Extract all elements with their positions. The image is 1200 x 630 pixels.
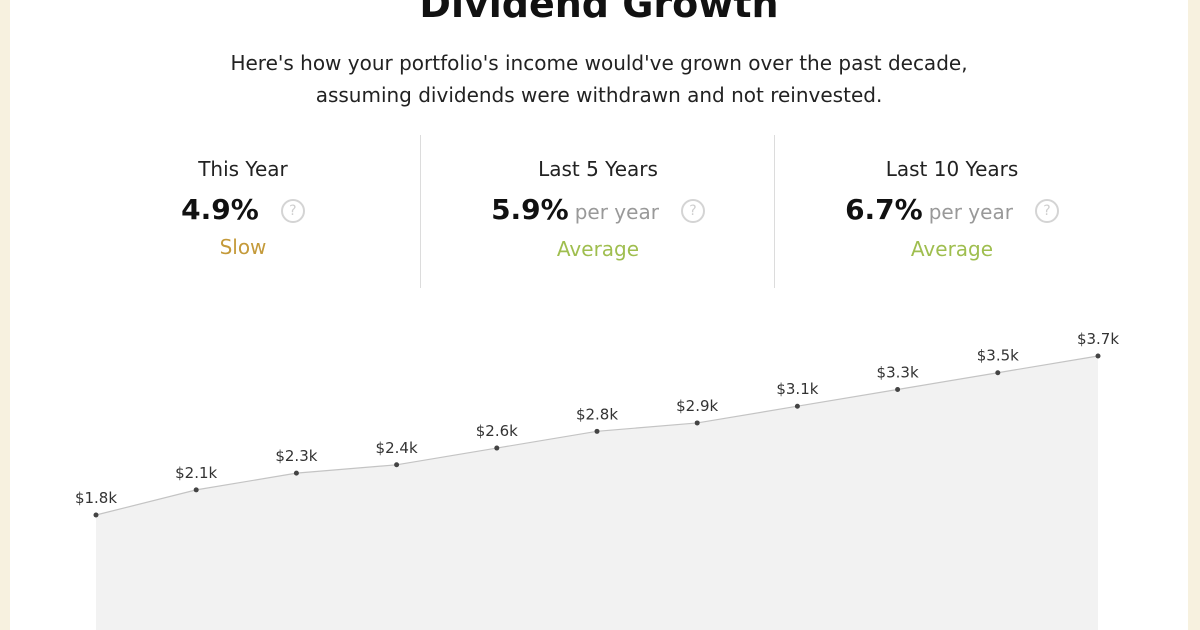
page-title: Dividend Growth xyxy=(419,0,779,26)
data-label: $3.7k xyxy=(1077,330,1119,348)
dividend-income-chart: $1.8k $2.1k $2.3k $2.4k $2.6k $2.8k $2.9k $3.1k… xyxy=(75,330,1119,630)
question-circle-icon[interactable]: ? xyxy=(680,199,705,223)
stat-value-row: 6.7% per year? xyxy=(775,193,1129,226)
stat-value: 5.9% xyxy=(491,193,569,226)
data-point xyxy=(293,470,299,476)
page-subtitle: Here's how your portfolio's income would… xyxy=(10,47,1188,111)
stat-value-row: 5.9% per year? xyxy=(421,193,775,226)
stat-this-year: This Year 4.9%? Slow xyxy=(66,135,420,288)
data-point xyxy=(995,370,1001,376)
data-label: $3.5k xyxy=(977,347,1019,365)
question-circle-icon[interactable]: ? xyxy=(1034,199,1059,223)
data-point xyxy=(193,487,199,493)
stat-label: This Year xyxy=(198,157,288,181)
data-point xyxy=(494,445,500,451)
data-point xyxy=(895,386,901,392)
stat-last-5-years: Last 5 Years 5.9% per year? Average xyxy=(420,135,775,288)
subtitle-line-1: Here's how your portfolio's income would… xyxy=(230,51,968,75)
question-circle-icon[interactable]: ? xyxy=(280,199,305,223)
stat-value: 6.7% xyxy=(845,193,923,226)
data-label: $2.3k xyxy=(275,447,317,465)
stat-rating: Slow xyxy=(219,235,267,259)
data-label: $3.1k xyxy=(776,380,818,398)
data-label: $2.4k xyxy=(376,439,418,457)
stat-value: 4.9% xyxy=(181,193,259,226)
stat-rating: Average xyxy=(910,237,994,261)
data-label: $2.6k xyxy=(476,422,518,440)
stat-rating: Average xyxy=(556,237,640,261)
data-point xyxy=(93,512,99,518)
data-label: $2.1k xyxy=(175,464,217,482)
data-point xyxy=(794,403,800,409)
data-point xyxy=(394,462,400,468)
stat-unit: per year xyxy=(574,200,659,224)
data-point xyxy=(694,420,700,426)
stat-label: Last 5 Years xyxy=(538,157,658,181)
data-label: $2.9k xyxy=(676,397,718,415)
stat-last-10-years: Last 10 Years 6.7% per year? Average xyxy=(774,135,1129,288)
dividend-growth-card: Dividend Growth Here's how your portfoli… xyxy=(10,0,1188,630)
stat-unit: per year xyxy=(928,200,1013,224)
data-label: $3.3k xyxy=(877,363,919,381)
stat-label: Last 10 Years xyxy=(885,157,1019,181)
growth-stats: This Year 4.9%? Slow Last 5 Years 5.9% pe… xyxy=(10,135,1188,288)
data-label: $1.8k xyxy=(75,489,117,507)
data-point xyxy=(1095,353,1101,359)
stat-value-row: 4.9%? xyxy=(66,193,420,226)
data-point xyxy=(594,428,600,434)
data-label: $2.8k xyxy=(576,405,618,423)
subtitle-line-2: assuming dividends were withdrawn and no… xyxy=(315,83,883,107)
income-area xyxy=(96,356,1098,630)
